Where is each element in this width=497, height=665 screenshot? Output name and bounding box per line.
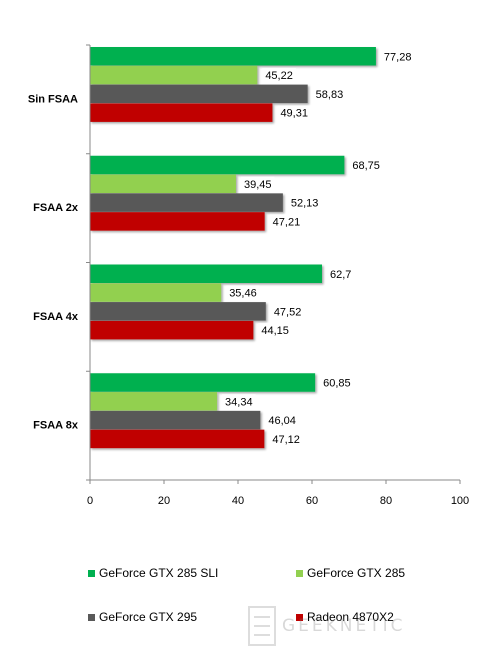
bar-1-1 [90, 174, 236, 194]
data-label-bg [265, 413, 299, 429]
data-label-bg [277, 105, 311, 121]
bar-0-3 [90, 103, 273, 122]
category-label-3: FSAA 8x [33, 420, 79, 432]
legend-swatch [88, 569, 95, 577]
data-label-2-2: 47,52 [274, 306, 302, 318]
data-label-1-0: 68,75 [352, 160, 380, 172]
bar-2-3 [90, 320, 254, 340]
data-label-2-0: 62,7 [330, 269, 351, 281]
data-label-bg [269, 431, 303, 447]
bar-1-2 [90, 193, 283, 212]
category-label-1: FSAA 2x [33, 202, 79, 214]
data-label-bg [320, 375, 354, 391]
bar-0-1 [90, 65, 258, 85]
legend-label: GeForce GTX 295 [99, 610, 198, 624]
legend-label: Radeon 4870X2 [307, 610, 394, 624]
legend-item-2: GeForce GTX 295 [88, 610, 197, 624]
x-tick-label: 40 [232, 495, 244, 507]
data-label-bg [226, 285, 260, 301]
geeknetic-logo-icon [248, 606, 276, 646]
data-label-1-1: 39,45 [244, 179, 272, 191]
legend-item-3: Radeon 4870X2 [296, 610, 394, 624]
bar-0-2 [90, 84, 308, 104]
watermark: GEEKNETIC [248, 606, 406, 646]
data-label-2-3: 44,15 [261, 325, 289, 337]
watermark-text: GEEKNETIC [282, 616, 406, 636]
data-label-3-1: 34,34 [225, 396, 253, 408]
legend-swatch [296, 613, 303, 621]
legend-label: GeForce GTX 285 SLI [99, 566, 219, 580]
data-label-bg [312, 86, 347, 102]
x-tick-label: 60 [306, 495, 318, 507]
bar-3-2 [90, 410, 261, 430]
category-label-2: FSAA 4x [33, 311, 79, 323]
legend-swatch [88, 613, 95, 621]
bar-2-0 [90, 264, 322, 283]
legend-swatch [296, 569, 303, 577]
data-label-bg [270, 304, 305, 320]
bar-3-1 [90, 392, 218, 411]
bar-3-0 [90, 373, 316, 392]
data-label-bg [269, 214, 304, 230]
category-label-0: Sin FSAA [28, 93, 78, 105]
legend-item-0: GeForce GTX 285 SLI [88, 566, 218, 580]
data-label-bg [262, 68, 296, 84]
data-label-bg [287, 195, 322, 211]
data-label-0-0: 77,28 [384, 51, 412, 63]
x-tick-label: 20 [158, 495, 170, 507]
x-tick-label: 0 [87, 495, 93, 507]
data-label-0-3: 49,31 [280, 108, 308, 120]
x-tick-label: 100 [451, 495, 469, 507]
data-label-0-2: 58,83 [316, 89, 344, 101]
data-label-0-1: 45,22 [265, 70, 293, 82]
data-label-3-3: 47,12 [272, 434, 300, 446]
data-label-bg [240, 176, 275, 192]
legend-item-1: GeForce GTX 285 [296, 566, 405, 580]
data-label-1-3: 47,21 [273, 216, 301, 228]
data-label-3-0: 60,85 [323, 378, 351, 390]
data-label-2-1: 35,46 [229, 288, 257, 300]
data-label-bg [349, 158, 383, 173]
data-label-bg [258, 323, 292, 339]
data-label-bg [326, 266, 355, 282]
bar-3-3 [90, 429, 265, 449]
bar-0-0 [90, 47, 376, 66]
data-label-1-2: 52,13 [291, 198, 319, 210]
legend-label: GeForce GTX 285 [307, 566, 406, 580]
bar-2-1 [90, 283, 222, 302]
bar-1-0 [90, 155, 345, 175]
bar-2-2 [90, 302, 266, 321]
data-label-bg [222, 394, 256, 410]
x-tick-label: 80 [380, 495, 392, 507]
bar-1-3 [90, 212, 265, 231]
data-label-bg [380, 49, 415, 65]
data-label-3-2: 46,04 [268, 415, 296, 427]
